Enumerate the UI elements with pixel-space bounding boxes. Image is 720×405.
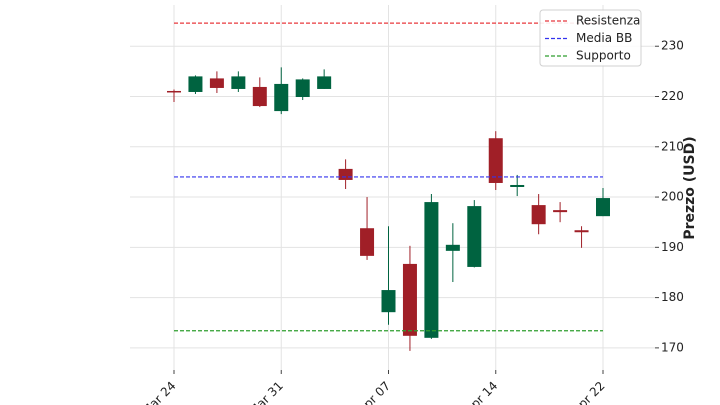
legend-label: Supporto bbox=[576, 49, 631, 63]
candle-body bbox=[424, 202, 439, 338]
y-tick-label: 230 bbox=[661, 39, 684, 53]
candle-body bbox=[167, 90, 181, 93]
legend: Resistenza Media BB Supporto bbox=[539, 9, 642, 67]
legend-box bbox=[539, 9, 642, 67]
y-tick-label: 170 bbox=[661, 340, 684, 354]
candle-body bbox=[596, 198, 610, 217]
x-tick-label: Apr 22 bbox=[570, 379, 608, 405]
candle-body bbox=[209, 78, 224, 88]
candle-body bbox=[252, 86, 267, 107]
candle-body bbox=[338, 168, 353, 180]
legend-label: Resistenza bbox=[576, 14, 640, 28]
candle-body bbox=[488, 138, 503, 183]
y-tick-label: 220 bbox=[661, 89, 684, 103]
candle-body bbox=[402, 263, 417, 336]
y-axis-label: Prezzo (USD) bbox=[682, 136, 698, 239]
candle-body bbox=[295, 79, 310, 98]
candle-body bbox=[231, 76, 246, 89]
x-tick-label: Apr 07 bbox=[355, 379, 393, 405]
candle-body bbox=[553, 210, 568, 213]
legend-label: Media BB bbox=[576, 31, 632, 45]
candle-body bbox=[574, 230, 589, 233]
candle-body bbox=[510, 184, 525, 187]
candle-body bbox=[274, 83, 289, 112]
y-tick-label: 200 bbox=[661, 190, 684, 204]
candle-body bbox=[360, 228, 375, 256]
candle-body bbox=[381, 290, 396, 313]
x-tick-label: Apr 14 bbox=[462, 379, 500, 405]
candle-body bbox=[531, 205, 546, 225]
y-tick-label: 210 bbox=[661, 139, 684, 153]
x-tick-label: Mar 31 bbox=[246, 379, 285, 405]
y-tick-label: 180 bbox=[661, 290, 684, 304]
x-tick-label: Mar 24 bbox=[139, 379, 178, 405]
candle-body bbox=[445, 244, 460, 251]
candle-body bbox=[188, 76, 203, 92]
candle-body bbox=[317, 76, 332, 89]
y-tick-label: 190 bbox=[661, 240, 684, 254]
candle-body bbox=[467, 206, 482, 267]
